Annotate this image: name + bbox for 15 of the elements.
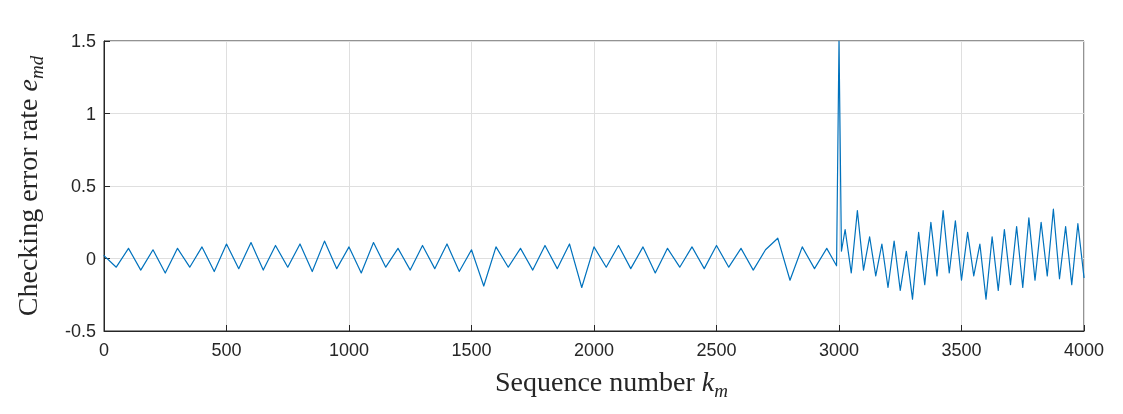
x-tick-label: 0 (98, 340, 110, 360)
x-axis-title: Sequence number k$_{m}$ (494, 366, 729, 401)
y-tick-label: -0.5 (64, 321, 96, 341)
x-tick-label: 1500 (451, 340, 492, 360)
y-tick-label: 1.5 (70, 31, 96, 51)
y-tick-label: 0.5 (70, 176, 96, 196)
x-tick-label: 3500 (941, 340, 982, 360)
y-tick-label: 1 (85, 103, 96, 124)
x-tick-label: 500 (211, 340, 242, 360)
x-tick-label: 2500 (696, 340, 737, 360)
x-tick-label: 3000 (818, 340, 860, 360)
x-tick-label: 2000 (573, 340, 615, 360)
y-tick-label: 0 (85, 248, 96, 269)
x-tick-label: 4000 (1063, 340, 1105, 360)
x-tick-label: 1000 (328, 340, 370, 360)
